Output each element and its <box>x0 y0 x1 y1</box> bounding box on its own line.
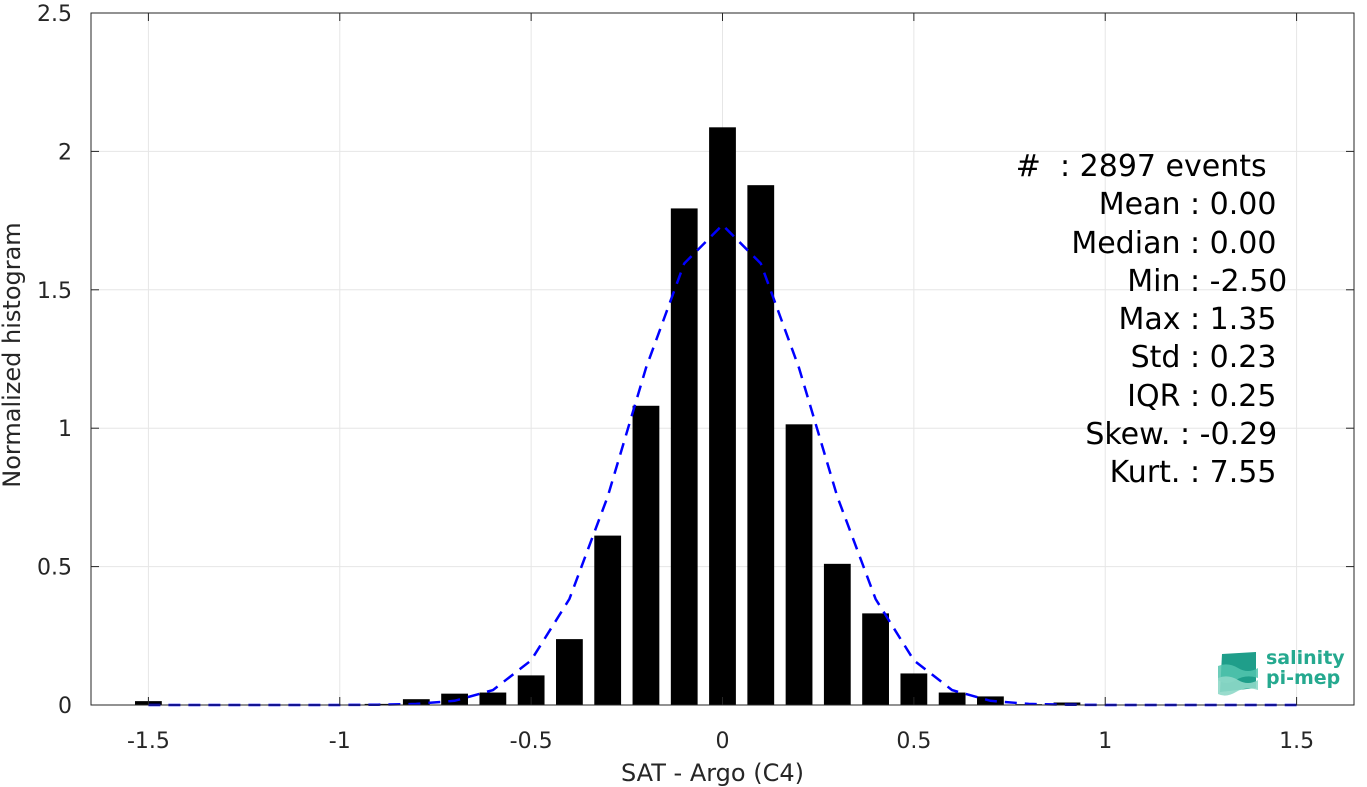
logo-waves-icon <box>1218 652 1258 696</box>
stats-value: : 7.55 <box>1190 455 1277 491</box>
stats-key: Mean <box>1098 187 1190 223</box>
salinity-pi-mep-logo: salinity pi-mep <box>1216 646 1346 696</box>
logo-line-2: pi-mep <box>1266 667 1341 689</box>
x-tick-label: -1 <box>329 729 351 754</box>
x-tick-label: -0.5 <box>510 729 553 754</box>
stats-key: # <box>1015 149 1060 184</box>
x-tick-label: 1.5 <box>1279 729 1314 754</box>
histogram-bar <box>402 699 430 705</box>
histogram-bar <box>862 613 889 705</box>
stats-line: # : 2897 events <box>1000 148 1300 186</box>
histogram-bar <box>670 208 698 705</box>
stats-key: Kurt. <box>1109 455 1190 491</box>
y-tick-label: 0 <box>58 694 72 719</box>
stats-line: Median : 0.00 <box>1000 225 1300 263</box>
stats-key: IQR <box>1127 378 1190 414</box>
y-tick-label: 1.5 <box>37 279 72 304</box>
y-tick-label: 2 <box>58 140 72 165</box>
histogram-bar <box>632 405 660 705</box>
stats-line: Mean : 0.00 <box>1000 186 1300 224</box>
stats-value: : -2.50 <box>1190 263 1288 299</box>
logo-line-1: salinity <box>1266 647 1345 669</box>
bars <box>135 127 1081 705</box>
stats-key: Skew. <box>1085 417 1180 453</box>
x-tick-label: 1 <box>1098 729 1112 754</box>
stats-value: : 0.23 <box>1190 340 1277 376</box>
stats-line: Min : -2.50 <box>1000 263 1300 301</box>
y-axis-label: Normalized histogram <box>0 222 26 487</box>
y-axis: 0 0.5 1 1.5 2 2.5 <box>37 2 1354 719</box>
histogram-bar <box>823 563 851 705</box>
x-tick-label: 0.5 <box>896 729 931 754</box>
histogram-bar <box>785 424 813 705</box>
stats-key: Max <box>1118 302 1190 338</box>
logo-text: salinity pi-mep <box>1266 648 1345 688</box>
y-tick-label: 2.5 <box>37 2 72 27</box>
stats-value: : 0.00 <box>1190 225 1277 261</box>
histogram-bar <box>479 692 507 705</box>
stats-value: : 0.00 <box>1190 187 1277 223</box>
histogram-bar <box>556 639 583 705</box>
stats-value: : 1.35 <box>1190 302 1277 338</box>
stats-value: : 2897 events <box>1060 149 1267 184</box>
stats-value: : -0.29 <box>1180 417 1278 453</box>
histogram-bar <box>441 693 468 705</box>
stats-line: Skew. : -0.29 <box>1000 416 1300 454</box>
stats-key: Std <box>1130 340 1190 376</box>
x-tick-label: 0 <box>716 729 730 754</box>
y-tick-label: 1 <box>58 417 72 442</box>
histogram-bar <box>747 185 775 705</box>
histogram-bar <box>594 535 622 705</box>
stats-line: Std : 0.23 <box>1000 339 1300 377</box>
histogram-bar <box>938 692 966 705</box>
x-tick-label: -1.5 <box>127 729 170 754</box>
stats-line: IQR : 0.25 <box>1000 378 1300 416</box>
stats-line: Max : 1.35 <box>1000 301 1300 339</box>
stats-value: : 0.25 <box>1190 378 1277 414</box>
stats-key: Median <box>1071 225 1190 261</box>
stats-key: Min <box>1127 263 1190 299</box>
x-axis-label: SAT - Argo (C4) <box>621 759 804 787</box>
y-tick-label: 0.5 <box>37 556 72 581</box>
statistics-box: # : 2897 events Mean : 0.00 Median : 0.0… <box>1000 148 1300 493</box>
stats-line: Kurt. : 7.55 <box>1000 454 1300 492</box>
histogram-bar <box>709 127 736 705</box>
x-axis: -1.5 -1 -0.5 0 0.5 1 1.5 <box>127 13 1314 754</box>
